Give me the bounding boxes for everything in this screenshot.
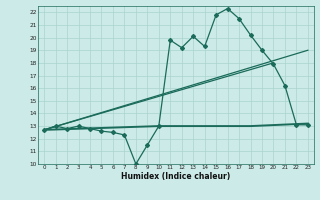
X-axis label: Humidex (Indice chaleur): Humidex (Indice chaleur): [121, 172, 231, 181]
